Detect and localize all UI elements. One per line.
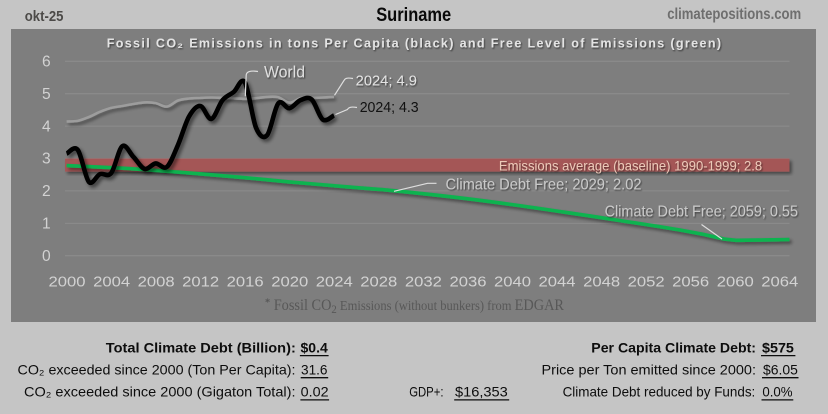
svg-text:31.6: 31.6: [301, 361, 328, 377]
svg-text:Fossil CO₂ Emissions in tons P: Fossil CO₂ Emissions in tons Per Capita …: [107, 37, 721, 51]
svg-text:2: 2: [42, 183, 51, 200]
svg-text:2064: 2064: [761, 273, 798, 290]
svg-text:Per Capita Climate Debt:: Per Capita Climate Debt:: [591, 339, 756, 355]
svg-text:GDP+:: GDP+:: [409, 384, 443, 400]
svg-text:2008: 2008: [138, 273, 175, 290]
svg-text:2012: 2012: [182, 273, 219, 290]
svg-text:6: 6: [42, 53, 51, 70]
svg-text:0.02: 0.02: [301, 384, 329, 400]
svg-text:2044: 2044: [539, 273, 576, 290]
svg-text:Climate Debt Free; 2059; 0.55: Climate Debt Free; 2059; 0.55: [605, 203, 799, 220]
svg-text:2004: 2004: [93, 273, 130, 290]
svg-text:Total Climate Debt (Billion):: Total Climate Debt (Billion):: [106, 339, 296, 355]
svg-text:2052: 2052: [628, 273, 665, 290]
svg-text:3: 3: [42, 151, 51, 168]
svg-text:2048: 2048: [583, 273, 620, 290]
svg-text:* Fossil CO2 Emissions (withou: * Fossil CO2 Emissions (without bunkers)…: [265, 297, 565, 317]
svg-text:$6.05: $6.05: [763, 361, 798, 377]
svg-text:2056: 2056: [672, 273, 709, 290]
svg-text:$575: $575: [762, 339, 794, 355]
svg-text:Emissions average (baseline) 1: Emissions average (baseline) 1990-1999; …: [499, 157, 762, 173]
svg-text:2040: 2040: [494, 273, 531, 290]
svg-text:2032: 2032: [405, 273, 442, 290]
svg-text:2028: 2028: [360, 273, 397, 290]
svg-text:CO₂ exceeded since 2000 (Ton P: CO₂ exceeded since 2000 (Ton Per Capita)…: [18, 361, 296, 377]
svg-text:2060: 2060: [717, 273, 754, 290]
svg-text:4: 4: [42, 118, 51, 135]
svg-text:climatepositions.com: climatepositions.com: [667, 6, 801, 23]
svg-text:CO₂ exceeded since 2000 (Gigat: CO₂ exceeded since 2000 (Gigaton Total):: [24, 384, 296, 400]
svg-text:2024; 4.3: 2024; 4.3: [360, 100, 419, 116]
svg-text:5: 5: [42, 86, 51, 103]
svg-text:Price per Ton emitted since 20: Price per Ton emitted since 2000:: [542, 361, 757, 377]
svg-text:World: World: [264, 63, 305, 81]
svg-text:0: 0: [42, 248, 51, 265]
svg-text:1: 1: [42, 216, 51, 233]
svg-text:okt-25: okt-25: [25, 9, 64, 25]
svg-text:$16,353: $16,353: [455, 384, 508, 400]
svg-text:Climate Debt Free; 2029; 2.02: Climate Debt Free; 2029; 2.02: [446, 177, 642, 194]
svg-text:$0.4: $0.4: [301, 339, 329, 355]
svg-text:2024; 4.9: 2024; 4.9: [356, 73, 417, 89]
svg-text:2016: 2016: [227, 273, 264, 290]
svg-text:Suriname: Suriname: [376, 4, 451, 26]
svg-text:Climate Debt reduced by Funds:: Climate Debt reduced by Funds:: [563, 384, 756, 400]
svg-text:2000: 2000: [49, 273, 86, 290]
svg-text:2020: 2020: [271, 273, 308, 290]
svg-text:2024: 2024: [316, 273, 353, 290]
svg-text:2036: 2036: [450, 273, 487, 290]
svg-text:0.0%: 0.0%: [762, 384, 792, 400]
